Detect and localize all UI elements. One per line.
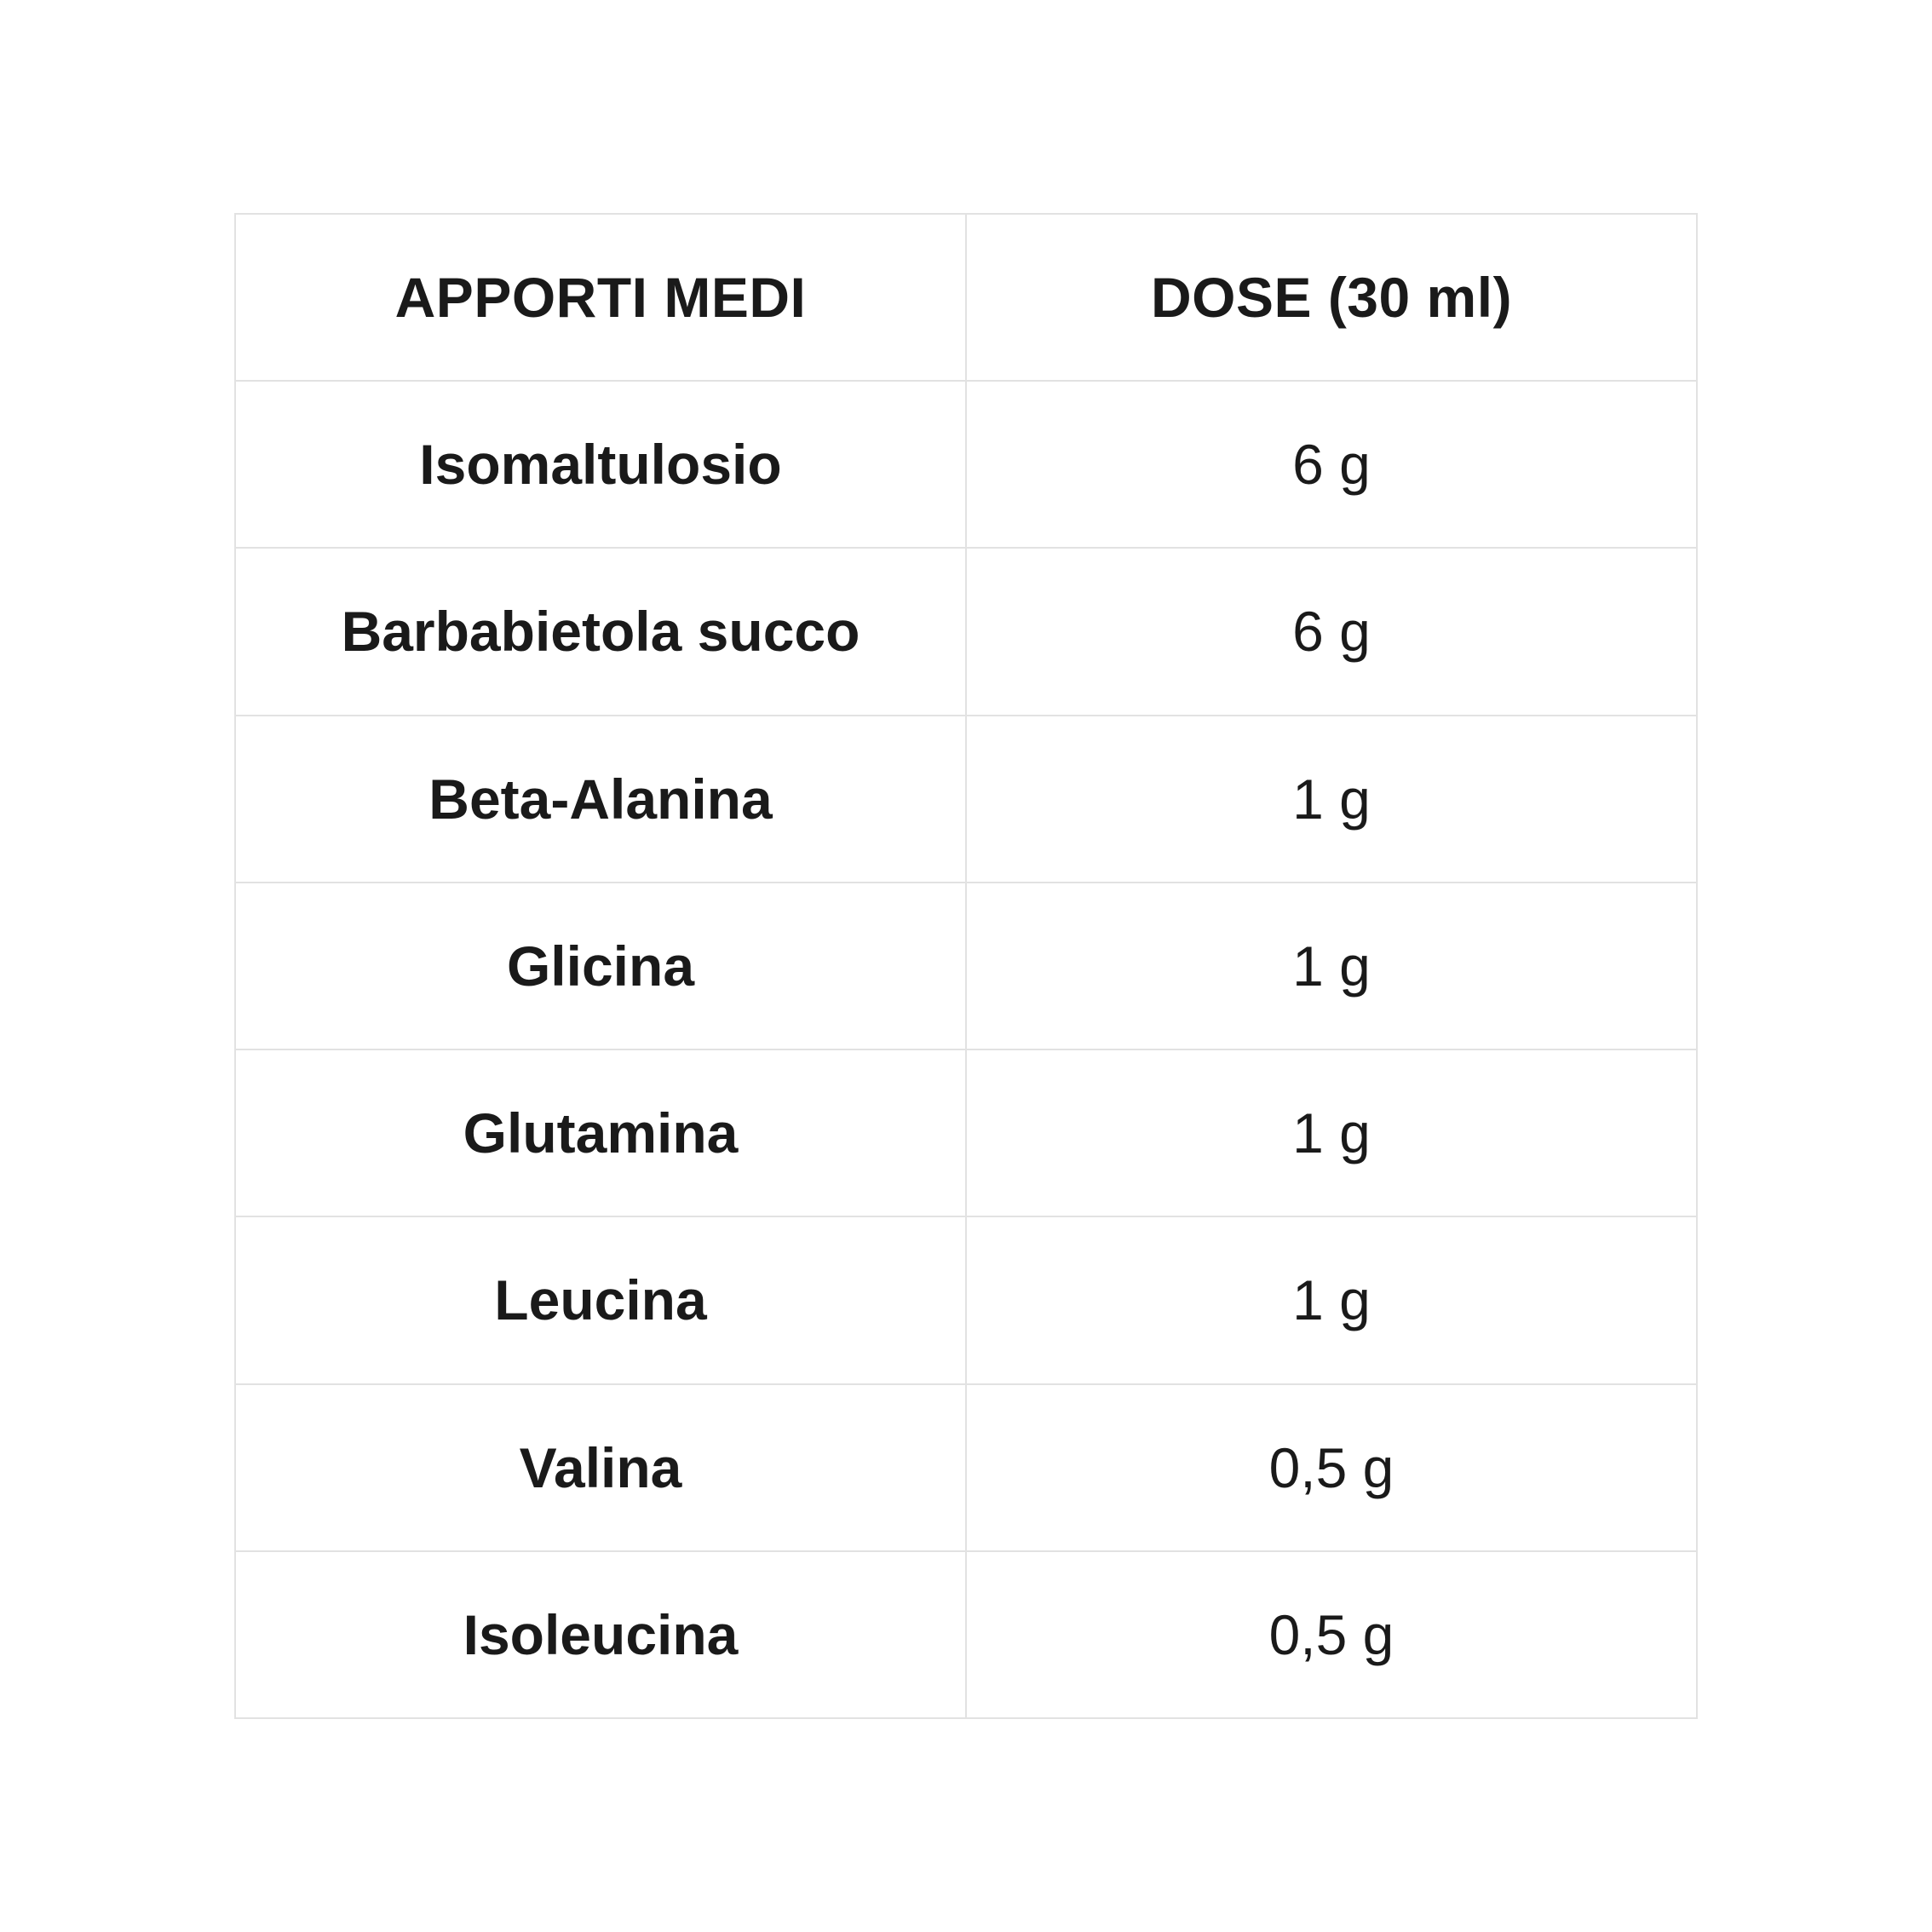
table-row: Isoleucina 0,5 g bbox=[234, 1550, 1698, 1720]
table-row: Glutamina 1 g bbox=[234, 1048, 1698, 1218]
nutrient-name: Leucina bbox=[234, 1216, 967, 1385]
nutrition-facts-table: APPORTI MEDI DOSE (30 ml) Isomaltulosio … bbox=[234, 213, 1698, 1720]
table-row: APPORTI MEDI DOSE (30 ml) bbox=[234, 213, 1698, 382]
nutrient-value: 1 g bbox=[965, 1216, 1698, 1385]
nutrient-value: 1 g bbox=[965, 714, 1698, 883]
column-header-apporti-medi: APPORTI MEDI bbox=[234, 213, 967, 382]
nutrient-name: Barbabietola succo bbox=[234, 547, 967, 716]
nutrient-name: Valina bbox=[234, 1383, 967, 1552]
table-row: Beta-Alanina 1 g bbox=[234, 714, 1698, 883]
nutrient-name: Isomaltulosio bbox=[234, 379, 967, 549]
nutrient-value: 1 g bbox=[965, 1048, 1698, 1218]
table-row: Glicina 1 g bbox=[234, 881, 1698, 1051]
nutrient-name: Isoleucina bbox=[234, 1550, 967, 1720]
table-row: Leucina 1 g bbox=[234, 1216, 1698, 1385]
table-body: Isomaltulosio 6 g Barbabietola succo 6 g… bbox=[234, 379, 1698, 1720]
nutrient-name: Beta-Alanina bbox=[234, 714, 967, 883]
nutrient-name: Glutamina bbox=[234, 1048, 967, 1218]
table-row: Valina 0,5 g bbox=[234, 1383, 1698, 1552]
nutrient-name: Glicina bbox=[234, 881, 967, 1051]
table-row: Barbabietola succo 6 g bbox=[234, 547, 1698, 716]
nutrient-value: 6 g bbox=[965, 379, 1698, 549]
nutrient-value: 6 g bbox=[965, 547, 1698, 716]
column-header-dose: DOSE (30 ml) bbox=[965, 213, 1698, 382]
nutrient-value: 0,5 g bbox=[965, 1383, 1698, 1552]
nutrient-value: 1 g bbox=[965, 881, 1698, 1051]
nutrient-value: 0,5 g bbox=[965, 1550, 1698, 1720]
table-header-row: APPORTI MEDI DOSE (30 ml) bbox=[234, 213, 1698, 382]
table-row: Isomaltulosio 6 g bbox=[234, 379, 1698, 549]
